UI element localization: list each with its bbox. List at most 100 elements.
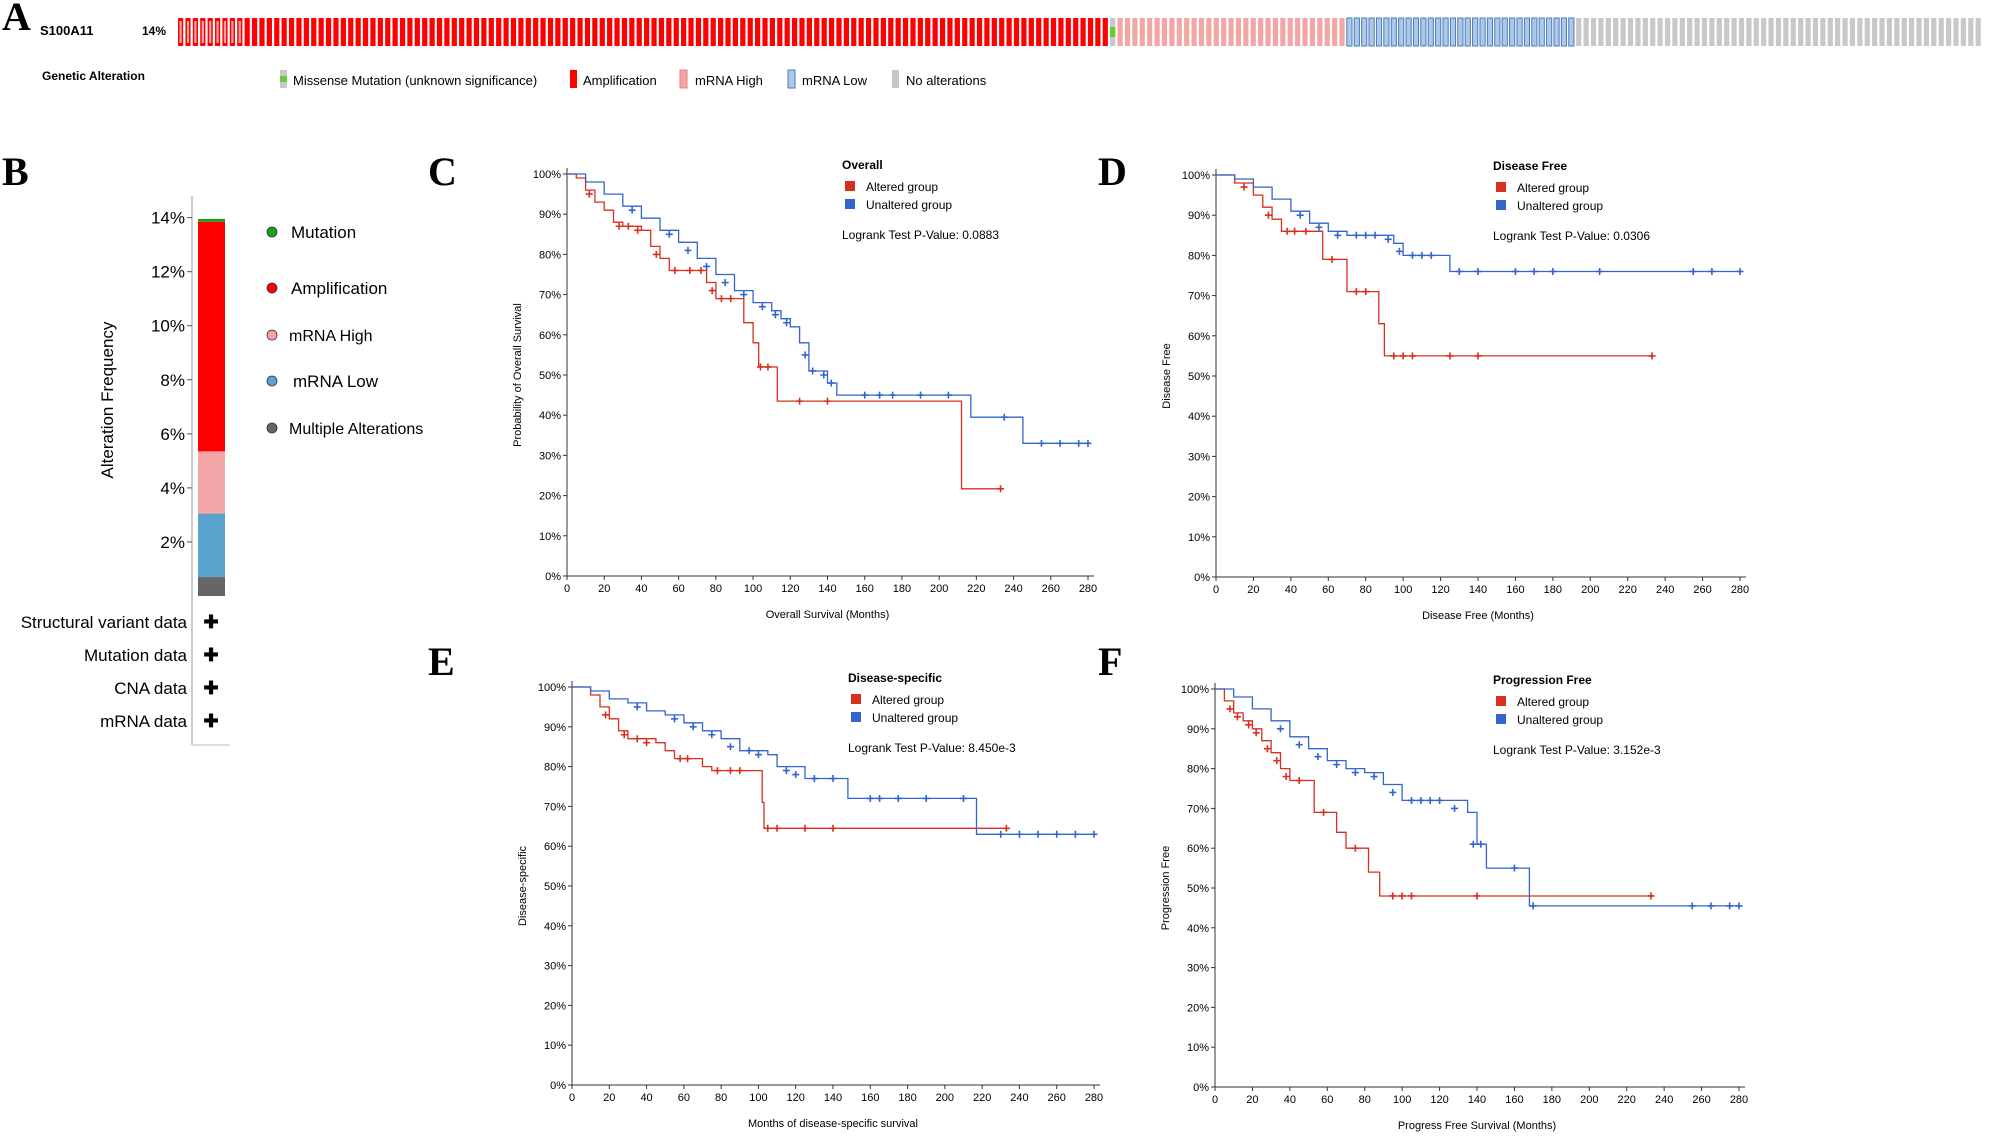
km-ytick-label: 100% xyxy=(538,682,566,694)
km-ytick-label: 10% xyxy=(1187,1042,1209,1054)
oncoprint-sample-amplification xyxy=(873,18,879,46)
km-censor-altered xyxy=(686,266,694,274)
km-xtick-label: 220 xyxy=(1619,584,1637,596)
km-curve-unaltered xyxy=(1215,688,1739,907)
oncoprint-sample-mrna-high-overlay xyxy=(238,21,241,43)
oncoprint-sample-amplification xyxy=(259,18,265,46)
oncoprint-sample-no_alteration xyxy=(1946,18,1952,46)
oncoprint-sample-amplification xyxy=(1028,18,1034,46)
oncoprint-sample-amplification xyxy=(399,18,406,46)
km-curve-altered xyxy=(572,686,1007,829)
km-censor-unaltered xyxy=(740,291,748,299)
oncoprint-sample-no_alteration xyxy=(1938,18,1944,46)
panel-b-bar-amplification xyxy=(198,221,225,452)
km-censor-altered xyxy=(1302,227,1310,235)
km-censor-unaltered xyxy=(1736,267,1744,275)
km-ytick-label: 70% xyxy=(539,290,561,302)
km-legend-label-altered: Altered group xyxy=(872,693,944,707)
oncoprint-sample-mrna_high xyxy=(1280,18,1286,46)
km-xtick-label: 240 xyxy=(1655,1094,1673,1106)
oncoprint-sample-amplification xyxy=(865,18,872,46)
oncoprint-sample-no_alteration xyxy=(1872,18,1878,46)
km-censor-unaltered xyxy=(829,775,837,783)
km-censor-altered xyxy=(1295,777,1303,785)
oncoprint-sample-mrna_low xyxy=(1538,17,1545,47)
oncoprint-sample-no_alteration xyxy=(1627,18,1634,46)
oncoprint-sample-no_alteration xyxy=(1650,18,1656,46)
oncoprint-sample-mrna_low xyxy=(1353,17,1360,47)
km-censor-unaltered xyxy=(1688,902,1696,910)
oncoprint-sample-amplification xyxy=(562,18,568,46)
km-censor-unaltered xyxy=(1371,231,1379,239)
km-censor-altered xyxy=(585,190,593,198)
oncoprint-sample-amplification xyxy=(1050,18,1057,46)
oncoprint-sample-amplification xyxy=(392,18,398,46)
km-censor-unaltered xyxy=(861,391,869,399)
oncoprint-sample-mrna_low xyxy=(1435,17,1442,47)
oncoprint-sample-no_alteration xyxy=(1768,18,1774,46)
km-xtick-label: 60 xyxy=(1321,1094,1333,1106)
km-censor-unaltered xyxy=(889,391,897,399)
oncoprint-sample-amplification xyxy=(525,18,531,46)
panel-b-bar-stacked_mrna_low xyxy=(198,513,225,578)
km-xtick-label: 260 xyxy=(1042,583,1060,595)
oncoprint-sample-amplification xyxy=(784,18,790,46)
km-ytick-label: 10% xyxy=(539,531,561,543)
oncoprint-sample-mrna_high xyxy=(1287,18,1293,46)
km-ytick-label: 40% xyxy=(1188,411,1210,423)
oncoprint-sample-amplification xyxy=(814,18,820,46)
km-censor-altered xyxy=(684,755,692,763)
oncoprint-sample-amplification xyxy=(939,18,946,46)
oncoprint-sample-mrna_high xyxy=(1258,18,1264,46)
km-censor-unaltered xyxy=(1352,231,1360,239)
km-pvalue: Logrank Test P-Value: 0.0883 xyxy=(842,228,999,242)
km-censor-altered xyxy=(624,222,632,230)
oncoprint-sample-no_alteration xyxy=(1798,18,1804,46)
km-censor-altered xyxy=(634,226,642,234)
km-xtick-label: 160 xyxy=(861,1092,879,1104)
oncoprint-sample-mrna_high xyxy=(1206,18,1212,46)
km-ytick-label: 70% xyxy=(1187,803,1209,815)
km-censor-unaltered xyxy=(960,794,967,802)
km-censor-unaltered xyxy=(1477,840,1485,848)
km-xtick-label: 140 xyxy=(1469,584,1487,596)
legend-label-mrna-high: mRNA High xyxy=(695,73,763,88)
oncoprint-sample-no_alteration xyxy=(1642,18,1648,46)
km-ytick-label: 90% xyxy=(1187,724,1209,736)
km-ytick-label: 30% xyxy=(544,961,566,973)
oncoprint-sample-no_alteration xyxy=(1687,18,1693,46)
oncoprint-sample-amplification xyxy=(481,18,487,46)
km-ytick-label: 50% xyxy=(544,881,566,893)
km-censor-altered xyxy=(708,287,716,295)
oncoprint-sample-amplification xyxy=(658,18,665,46)
oncoprint-sample-amplification xyxy=(1043,18,1049,46)
km-censor-altered xyxy=(602,711,610,719)
km-ytick-label: 100% xyxy=(1181,684,1209,696)
km-ytick-label: 40% xyxy=(1187,923,1209,935)
oncoprint-sample-amplification xyxy=(584,18,591,46)
km-plot-disease-specific: 0% 10% 20% 30% 40% 50% 60% 70% 80% 90% 100% 0 20 40 60… xyxy=(517,671,1103,1130)
oncoprint-sample-mrna_high xyxy=(1139,18,1145,46)
km-xtick-label: 280 xyxy=(1730,1094,1748,1106)
km-ytick-label: 30% xyxy=(539,450,561,462)
km-censor-altered xyxy=(1328,255,1336,263)
km-ytick-label: 60% xyxy=(539,330,561,342)
km-legend-swatch-altered xyxy=(845,181,855,191)
km-censor-altered xyxy=(1399,352,1407,360)
oncoprint-sample-amplification xyxy=(244,18,250,46)
oncoprint-sample-mrna_low xyxy=(1368,17,1375,47)
km-censor-unaltered xyxy=(633,703,641,711)
oncoprint-sample-amplification xyxy=(969,18,975,46)
panel-b-bar-mrna_high xyxy=(198,451,225,514)
oncoprint-sample-no_alteration xyxy=(1761,18,1767,46)
km-censor-unaltered xyxy=(1735,902,1743,910)
oncoprint-sample-amplification xyxy=(429,18,435,46)
oncoprint-sample-amplification xyxy=(755,18,761,46)
km-censor-unaltered xyxy=(1689,267,1697,275)
km-ytick-label: 30% xyxy=(1188,451,1210,463)
oncoprint-sample-mrna-high-overlay xyxy=(179,21,182,43)
oncoprint-sample-amplification xyxy=(851,18,857,46)
km-censor-unaltered xyxy=(721,279,729,287)
km-xtick-label: 260 xyxy=(1693,584,1711,596)
oncoprint-sample-amplification xyxy=(340,18,346,46)
